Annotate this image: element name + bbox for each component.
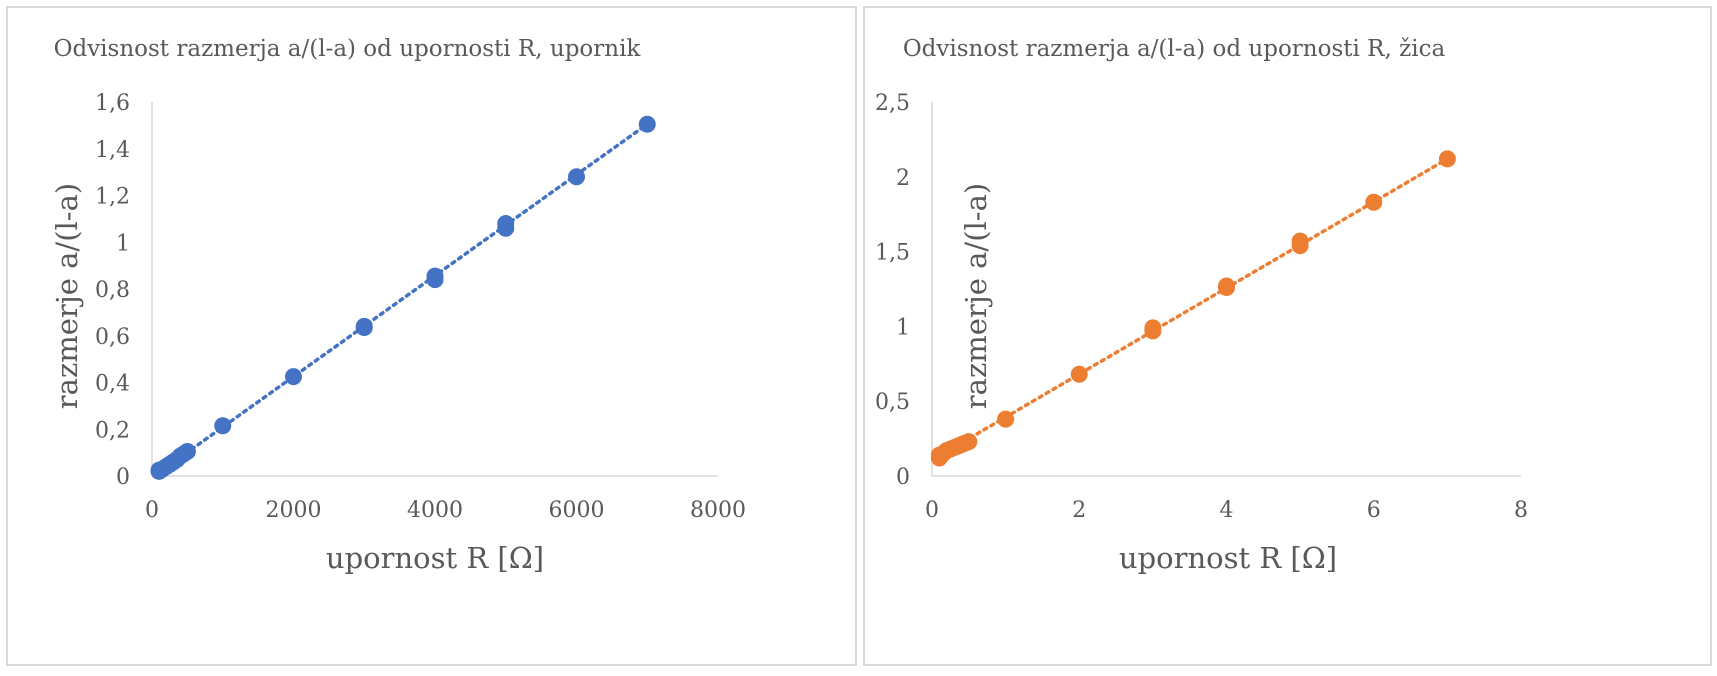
data-point [426, 267, 444, 285]
data-point [638, 115, 656, 133]
chart-title: Odvisnost razmerja a/(l-a) od upornosti … [54, 36, 642, 62]
data-point [497, 215, 515, 233]
x-tick-label: 2000 [266, 498, 322, 523]
y-tick-label: 1,5 [875, 241, 910, 266]
data-point [960, 433, 978, 451]
chart-zica: Odvisnost razmerja a/(l-a) od upornosti … [875, 36, 1528, 575]
chart-title: Odvisnost razmerja a/(l-a) od upornosti … [903, 36, 1446, 62]
data-point [1144, 319, 1162, 337]
y-tick-label: 0,5 [875, 390, 910, 415]
data-point [214, 417, 232, 435]
y-tick-label: 2,5 [875, 91, 910, 116]
chart-panel-zica: Odvisnost razmerja a/(l-a) od upornosti … [863, 6, 1712, 666]
trendline [157, 122, 649, 475]
data-point [1365, 193, 1383, 211]
y-axis-label: razmerje a/(l-a) [50, 183, 84, 409]
y-tick-label: 0 [116, 465, 130, 490]
y-tick-label: 1,6 [95, 91, 130, 116]
x-axis-label: upornost R [Ω] [1119, 541, 1337, 575]
data-point [355, 317, 373, 335]
x-tick-label: 2 [1072, 498, 1086, 523]
y-tick-label: 1,4 [95, 138, 130, 163]
data-point [1070, 365, 1088, 383]
y-tick-label: 0,2 [95, 418, 130, 443]
y-tick-label: 1 [116, 231, 130, 256]
y-axis-label: razmerje a/(l-a) [959, 183, 993, 409]
x-tick-label: 4 [1220, 498, 1234, 523]
x-tick-label: 0 [925, 498, 939, 523]
data-point [178, 442, 196, 460]
x-tick-label: 4000 [407, 498, 463, 523]
data-point [1438, 150, 1456, 168]
chart-upornik: Odvisnost razmerja a/(l-a) od upornosti … [50, 36, 746, 575]
data-point [1291, 232, 1309, 250]
chart-panel-upornik: Odvisnost razmerja a/(l-a) od upornosti … [6, 6, 857, 666]
trendline [933, 157, 1450, 460]
data-point [997, 410, 1015, 428]
x-tick-label: 6 [1367, 498, 1381, 523]
data-point [568, 168, 585, 186]
x-tick-label: 6000 [549, 498, 605, 523]
y-tick-label: 0,6 [95, 325, 130, 350]
y-tick-label: 2 [896, 166, 910, 191]
x-tick-label: 8 [1514, 498, 1528, 523]
data-point [285, 368, 302, 386]
x-tick-label: 8000 [690, 498, 746, 523]
data-point [1218, 277, 1235, 295]
y-tick-label: 0,4 [95, 372, 130, 397]
y-tick-label: 1 [896, 315, 910, 340]
y-tick-label: 1,2 [95, 185, 130, 210]
y-tick-label: 0,8 [95, 278, 130, 303]
y-tick-label: 0 [896, 465, 910, 490]
x-tick-label: 0 [145, 498, 159, 523]
x-axis-label: upornost R [Ω] [326, 541, 544, 575]
